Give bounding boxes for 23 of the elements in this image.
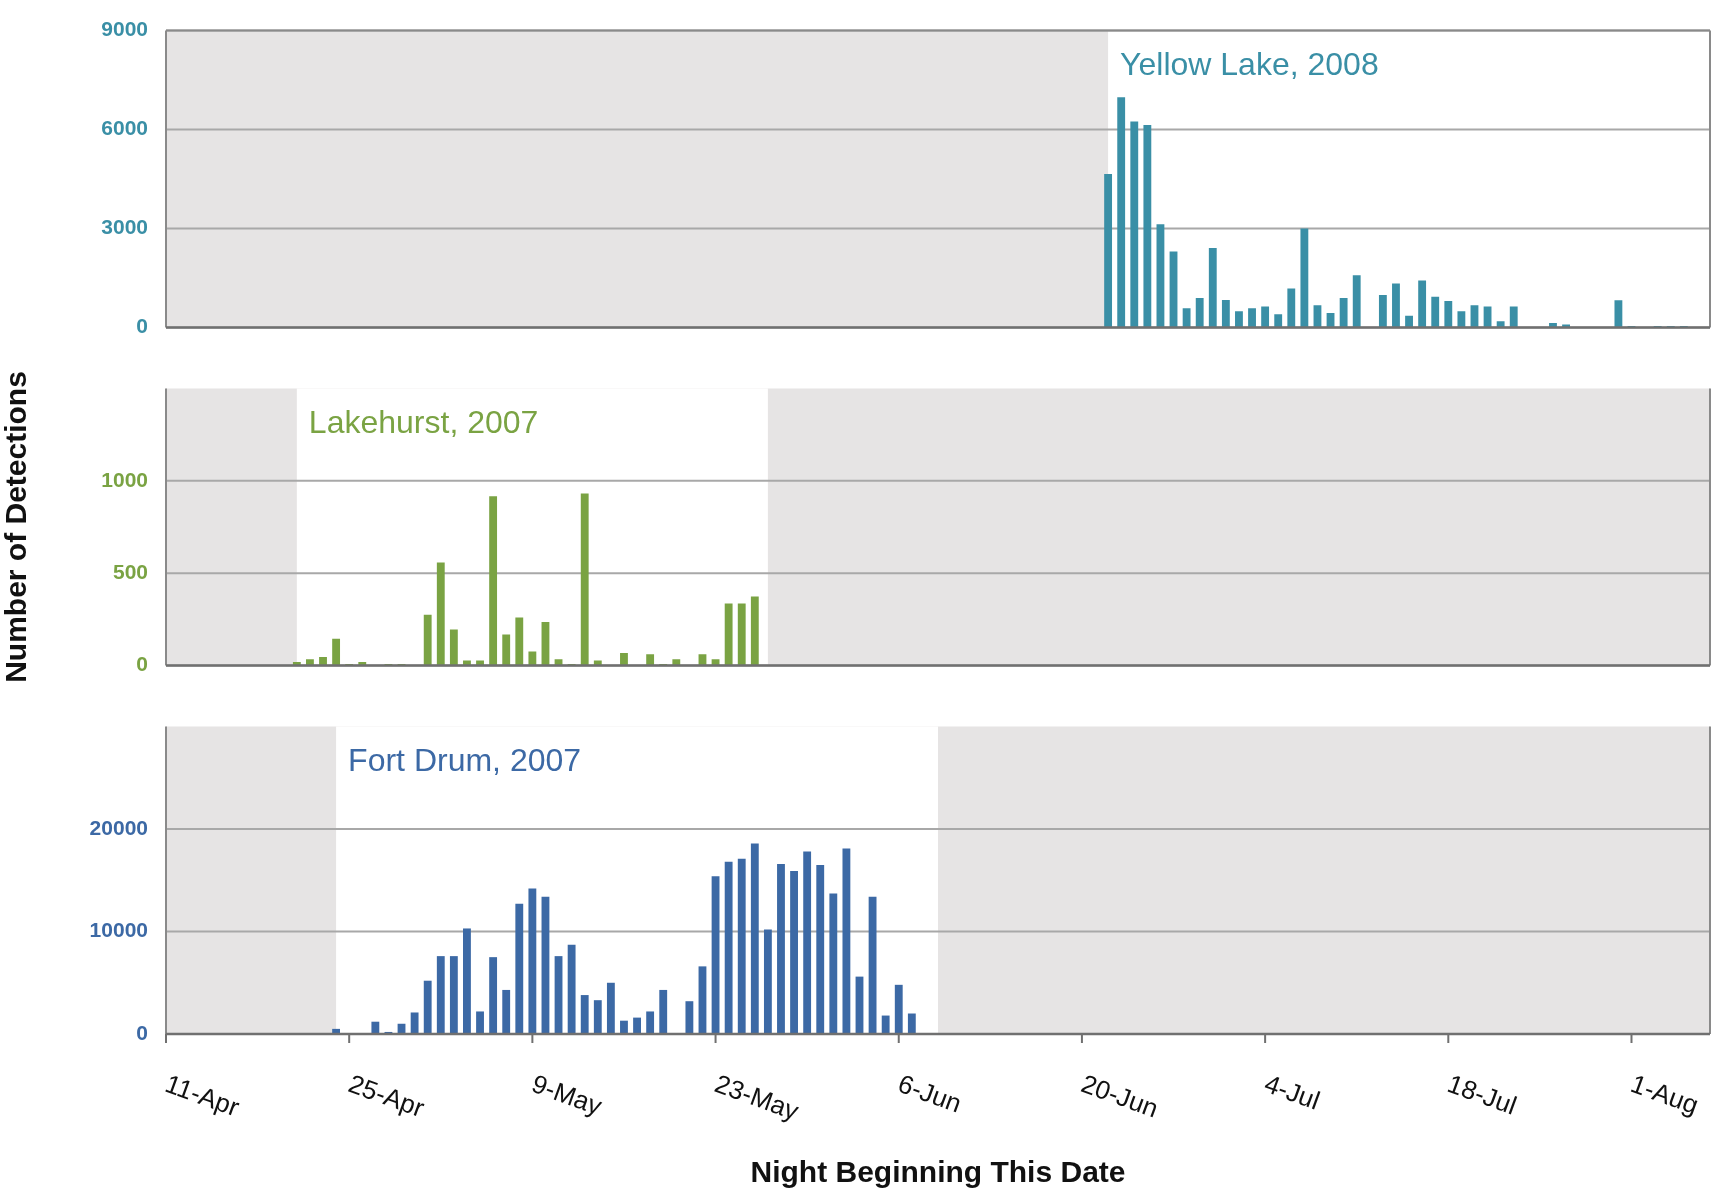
y-tick-label: 9000: [101, 17, 148, 41]
y-tick-label: 500: [112, 559, 148, 583]
y-tick-label: 0: [136, 314, 148, 338]
y-tick-label: 1000: [101, 467, 148, 491]
x-tick-label: 20-Jun: [1077, 1068, 1163, 1124]
y-tick-label: 10000: [89, 918, 148, 942]
y-tick-label: 0: [136, 1020, 148, 1044]
y-tick-label: 6000: [101, 116, 148, 140]
y-tick-label: 20000: [89, 815, 148, 839]
series-label: Yellow Lake, 2008: [1120, 46, 1379, 83]
text: Fort Drum, 2007: [348, 742, 582, 779]
y-tick-label: 3000: [101, 215, 148, 239]
x-tick-label: 25-Apr: [344, 1068, 429, 1124]
x-tick-label: 1-Aug: [1626, 1068, 1703, 1121]
y-tick-label: 0: [136, 652, 148, 676]
x-tick-label: 6-Jun: [894, 1068, 966, 1119]
x-axis-title: Night Beginning This Date: [750, 1155, 1126, 1189]
x-tick-label: 4-Jul: [1260, 1068, 1324, 1116]
text: Lakehurst, 2007: [308, 404, 539, 441]
x-tick-label: 11-Apr: [161, 1068, 244, 1123]
x-tick-label: 18-Jul: [1443, 1068, 1521, 1121]
x-tick-label: 9-May: [527, 1068, 607, 1122]
y-axis-title: Number of Detections: [0, 371, 33, 683]
